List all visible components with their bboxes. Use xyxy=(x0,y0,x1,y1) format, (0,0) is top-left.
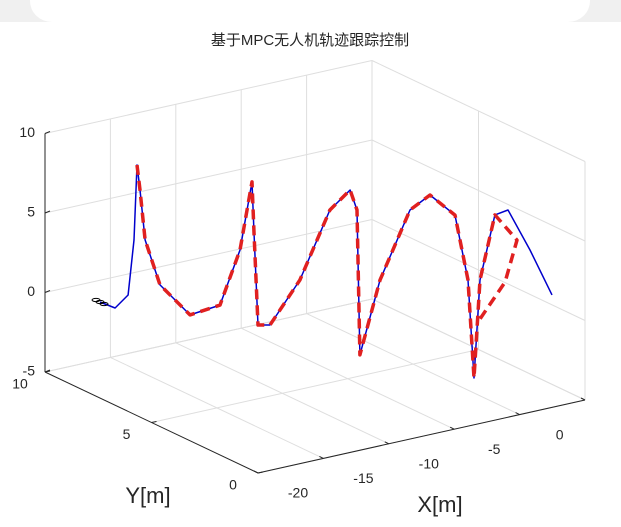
x-tick-label: -10 xyxy=(419,456,439,472)
grid-line xyxy=(371,219,586,321)
y-tick-label: 10 xyxy=(12,376,28,392)
grid-line xyxy=(44,139,373,214)
x-tick xyxy=(449,426,455,430)
z-tick-label: 0 xyxy=(27,283,35,299)
x-tick xyxy=(515,412,520,416)
x-axis xyxy=(257,399,586,474)
z-tick-label: 5 xyxy=(27,204,35,220)
x-tick-label: 0 xyxy=(556,426,564,442)
z-tick-label: -5 xyxy=(23,363,36,379)
z-tick-label: 10 xyxy=(19,124,35,140)
grid-line xyxy=(44,298,373,373)
y-tick xyxy=(151,421,157,423)
trajectory-line xyxy=(99,164,553,379)
trajectory-line xyxy=(135,164,519,380)
x-tick xyxy=(253,470,259,474)
grid-line xyxy=(371,298,586,401)
z-tick xyxy=(44,210,51,214)
y-tick-label: 5 xyxy=(123,426,131,442)
grid-line xyxy=(371,139,586,242)
grid-line xyxy=(151,349,479,423)
x-tick xyxy=(319,455,324,459)
top-panel xyxy=(30,0,590,22)
grid-line xyxy=(44,60,373,134)
x-axis-label: X[m] xyxy=(417,492,462,517)
x-tick-label: -15 xyxy=(353,470,373,486)
z-tick xyxy=(44,290,51,293)
grid-line xyxy=(371,60,586,162)
z-tick xyxy=(44,131,51,134)
grid-line xyxy=(44,219,373,293)
x-tick-label: -20 xyxy=(288,485,308,501)
x-tick xyxy=(384,441,390,445)
y-tick-label: 0 xyxy=(229,477,237,493)
z-tick xyxy=(44,369,51,373)
y-axis-label: Y[m] xyxy=(125,483,170,508)
drone-icon xyxy=(95,299,105,305)
y-tick xyxy=(257,471,264,474)
x-tick xyxy=(580,397,586,401)
chart-title: 基于MPC无人机轨迹跟踪控制 xyxy=(211,32,409,49)
x-tick-label: -5 xyxy=(488,441,501,457)
